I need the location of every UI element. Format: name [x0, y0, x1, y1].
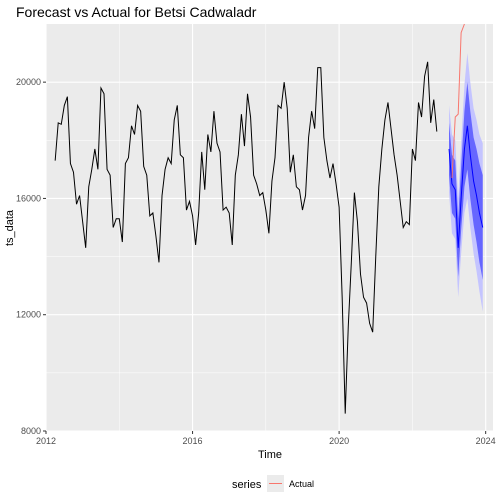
y-tick-label: 16000	[16, 193, 41, 203]
observed-series	[54, 61, 438, 414]
y-tick-label: 20000	[16, 77, 41, 87]
legend-title: series	[232, 479, 262, 491]
y-axis-title: ts_data	[4, 209, 16, 246]
x-tick-label: 2024	[476, 436, 496, 446]
x-axis: 2012 2016 2020 2024	[36, 431, 496, 446]
legend-label-actual: Actual	[289, 479, 314, 489]
y-axis: 8000 12000 16000 20000	[16, 77, 46, 436]
x-tick-label: 2012	[36, 436, 56, 446]
legend: series Actual	[232, 475, 314, 492]
grid-major	[45, 24, 493, 432]
forecast-series	[448, 125, 484, 248]
actual-line	[451, 23, 465, 179]
x-tick-label: 2016	[183, 436, 203, 446]
actual-series	[451, 23, 465, 179]
grid-minor	[46, 24, 493, 431]
forecast-mean-line	[448, 125, 484, 248]
y-tick-label: 12000	[16, 310, 41, 320]
y-tick-label: 8000	[21, 426, 41, 436]
x-axis-title: Time	[258, 449, 282, 461]
chart-title: Forecast vs Actual for Betsi Cadwaladr	[16, 4, 257, 20]
x-tick-label: 2020	[329, 436, 349, 446]
observed-line	[54, 61, 438, 414]
